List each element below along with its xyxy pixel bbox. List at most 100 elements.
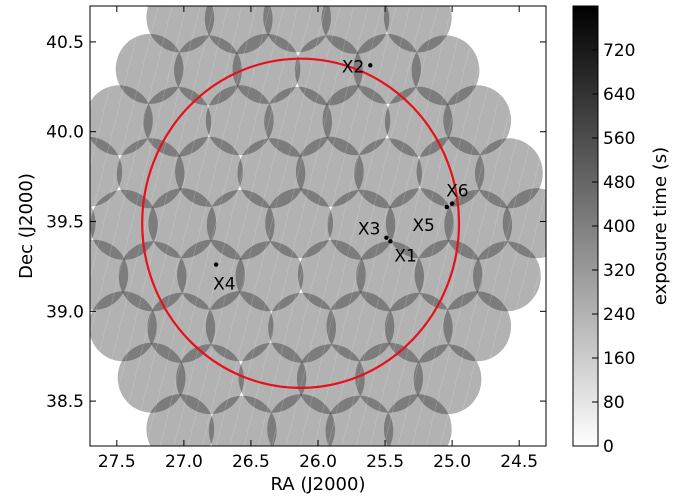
y-axis-ticks: 38.5 39.0 39.5 40.0 40.5 [46,33,546,412]
source-marker [388,239,393,244]
exposure-field [263,6,331,53]
streak-artifact [495,244,546,446]
exposure-field [355,342,423,413]
exposure-field [294,35,363,106]
exposure-field [264,86,332,157]
streak-artifact [411,6,523,446]
exposure-field [175,136,243,207]
streak-artifact [369,6,481,446]
exposure-field [206,189,275,260]
streak-artifact [103,6,215,446]
exposure-field [146,6,215,53]
colorbar-ticks: 0 80 160 240 320 400 480 560 640 720 [592,41,635,457]
exposure-field [208,395,277,446]
streak-artifact [355,6,467,446]
streak-artifact [523,356,546,446]
exposure-field [268,292,336,363]
colorbar-tick-label: 320 [603,261,635,281]
y-axis-label: Dec (J2000) [16,173,37,279]
exposure-field [354,138,422,209]
y-tick-label: 40.5 [46,33,84,53]
y-tick-label: 38.5 [46,392,84,412]
x-tick-label: 27.0 [165,452,203,472]
exposure-field [146,394,215,446]
exposure-field [205,85,274,156]
colorbar-tick-label: 640 [603,85,635,105]
exposure-field [90,189,158,260]
exposure-field [90,239,129,310]
exposure-field [90,136,123,207]
source-label: X6 [446,182,468,202]
exposure-field [413,344,482,415]
exposure-field [115,33,184,104]
exposure-field [297,239,366,310]
streak-artifact [90,6,159,280]
colorbar-tick-label: 0 [603,437,614,457]
exposure-field [353,33,421,104]
x-tick-label: 26.0 [299,452,337,472]
colorbar-tick-label: 80 [603,393,625,413]
exposure-field [321,6,390,54]
exposure-field [143,86,212,157]
exposure-field [443,291,512,362]
x-tick-label: 25.5 [366,452,404,472]
streak-artifact [509,300,546,446]
source-label: X2 [342,57,364,77]
streak-artifact [201,6,313,446]
streak-artifact [0,6,4,446]
streak-artifact [90,6,201,446]
exposure-field [414,239,483,310]
exposure-field [235,241,304,312]
streak-artifact [467,132,546,446]
exposure-field [205,291,274,362]
exposure-field [322,85,391,156]
plot-background [90,6,546,446]
source-marker [368,63,373,68]
streak-artifact [481,188,546,446]
streak-artifact [383,6,495,446]
exposure-field [325,395,394,446]
source-marker [384,235,389,240]
source-label: X3 [358,220,380,240]
streak-artifact [439,20,546,446]
y-tick-label: 39.0 [46,302,84,322]
exposure-field [237,138,306,209]
streak-artifact [187,6,299,446]
source-label: X5 [412,216,434,236]
source-marker [449,201,455,206]
source-marker [444,204,449,210]
exposure-field [232,33,301,104]
streak-artifact [397,6,509,446]
exposure-field [475,138,543,209]
streak-artifact [299,6,411,446]
colorbar-label: exposure time (s) [650,147,671,305]
exposure-field [147,292,216,363]
streak-artifact [327,6,439,446]
colorbar-tick-label: 720 [603,41,635,61]
streak-artifact [341,6,453,446]
source-marker [213,262,219,267]
exposure-field [118,241,187,312]
exposure-field [444,189,513,260]
source-label: X1 [394,246,416,266]
streak-artifact [90,6,131,168]
streak-artifact [271,6,383,446]
exposure-field [295,136,364,207]
exposure-field [238,342,307,413]
sources: X1 X2 X3 X4 X5 X6 [213,57,468,294]
x-tick-label: 24.5 [500,452,538,472]
exposure-map [0,6,546,446]
streak-artifact [173,6,285,446]
streak-artifact [159,6,271,446]
x-axis-ticks: 27.5 27.0 26.5 26.0 25.5 25.0 24.5 [98,6,538,472]
exposure-field [411,35,480,106]
region-circle [141,57,461,390]
streak-artifact [229,6,341,446]
exposure-field [204,6,273,54]
colorbar-tick-label: 480 [603,173,635,193]
exposure-field [117,342,186,413]
colorbar-tick-label: 160 [603,349,635,369]
exposure-field [443,85,512,156]
source-label: X4 [213,275,235,295]
